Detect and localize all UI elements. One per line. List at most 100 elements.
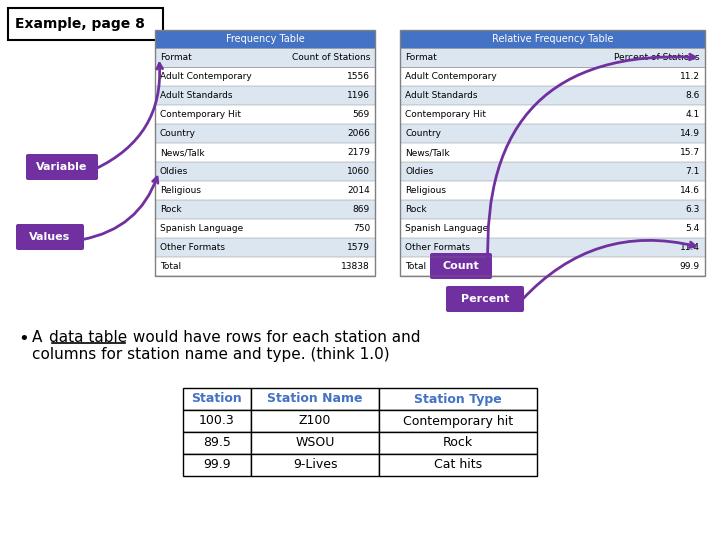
- Text: 89.5: 89.5: [203, 436, 231, 449]
- Text: Contemporary hit: Contemporary hit: [403, 415, 513, 428]
- Text: Adult Contemporary: Adult Contemporary: [405, 72, 497, 81]
- Text: Rock: Rock: [443, 436, 473, 449]
- Text: 2066: 2066: [347, 129, 370, 138]
- Text: Adult Standards: Adult Standards: [405, 91, 477, 100]
- Text: Z100: Z100: [299, 415, 331, 428]
- FancyBboxPatch shape: [400, 30, 705, 48]
- Bar: [183, 454, 251, 476]
- Text: Other Formats: Other Formats: [405, 243, 470, 252]
- FancyBboxPatch shape: [400, 48, 705, 67]
- Text: 15.7: 15.7: [680, 148, 700, 157]
- Text: 750: 750: [353, 224, 370, 233]
- FancyBboxPatch shape: [8, 8, 163, 40]
- Text: Station Type: Station Type: [414, 393, 502, 406]
- FancyBboxPatch shape: [400, 238, 705, 257]
- Bar: [379, 410, 537, 432]
- Bar: [379, 388, 537, 410]
- Text: data table: data table: [49, 330, 127, 345]
- Text: 9-Lives: 9-Lives: [293, 458, 337, 471]
- Bar: [379, 432, 537, 454]
- Text: Contemporary Hit: Contemporary Hit: [405, 110, 486, 119]
- FancyBboxPatch shape: [400, 181, 705, 200]
- Text: Country: Country: [160, 129, 196, 138]
- FancyBboxPatch shape: [400, 124, 705, 143]
- FancyBboxPatch shape: [400, 219, 705, 238]
- FancyBboxPatch shape: [400, 162, 705, 181]
- Text: 11.2: 11.2: [680, 72, 700, 81]
- Text: 1196: 1196: [347, 91, 370, 100]
- FancyBboxPatch shape: [155, 162, 375, 181]
- Text: Contemporary Hit: Contemporary Hit: [160, 110, 241, 119]
- Text: Total: Total: [160, 262, 181, 271]
- Text: Example, page 8: Example, page 8: [15, 17, 145, 31]
- Text: Total: Total: [405, 262, 426, 271]
- Text: Format: Format: [160, 53, 192, 62]
- Text: 2179: 2179: [347, 148, 370, 157]
- Text: Values: Values: [30, 232, 71, 242]
- FancyBboxPatch shape: [400, 86, 705, 105]
- Bar: [251, 388, 379, 410]
- Text: 4.1: 4.1: [685, 110, 700, 119]
- FancyBboxPatch shape: [155, 105, 375, 124]
- Text: Other Formats: Other Formats: [160, 243, 225, 252]
- Bar: [155, 30, 375, 276]
- FancyBboxPatch shape: [155, 181, 375, 200]
- Bar: [183, 388, 251, 410]
- Bar: [251, 432, 379, 454]
- FancyBboxPatch shape: [400, 257, 705, 276]
- Text: 6.3: 6.3: [685, 205, 700, 214]
- Text: Station: Station: [192, 393, 243, 406]
- FancyBboxPatch shape: [400, 200, 705, 219]
- Text: 100.3: 100.3: [199, 415, 235, 428]
- Bar: [183, 410, 251, 432]
- Text: Spanish Language: Spanish Language: [405, 224, 488, 233]
- Text: 869: 869: [353, 205, 370, 214]
- Text: Cat hits: Cat hits: [434, 458, 482, 471]
- Text: A: A: [32, 330, 48, 345]
- Text: 8.6: 8.6: [685, 91, 700, 100]
- FancyBboxPatch shape: [400, 143, 705, 162]
- Text: Adult Contemporary: Adult Contemporary: [160, 72, 252, 81]
- Text: 1060: 1060: [347, 167, 370, 176]
- Text: Country: Country: [405, 129, 441, 138]
- Text: Count of Stations: Count of Stations: [292, 53, 370, 62]
- Bar: [251, 454, 379, 476]
- FancyBboxPatch shape: [155, 48, 375, 67]
- Text: 99.9: 99.9: [680, 262, 700, 271]
- Text: 14.6: 14.6: [680, 186, 700, 195]
- FancyBboxPatch shape: [430, 253, 492, 279]
- Text: 7.1: 7.1: [685, 167, 700, 176]
- FancyBboxPatch shape: [155, 86, 375, 105]
- Text: Percent of Stations: Percent of Stations: [614, 53, 700, 62]
- Text: 2014: 2014: [347, 186, 370, 195]
- Text: 11.4: 11.4: [680, 243, 700, 252]
- Text: 569: 569: [353, 110, 370, 119]
- FancyBboxPatch shape: [400, 105, 705, 124]
- Text: Religious: Religious: [160, 186, 201, 195]
- Text: columns for station name and type. (think 1.0): columns for station name and type. (thin…: [32, 347, 390, 362]
- FancyBboxPatch shape: [155, 200, 375, 219]
- FancyBboxPatch shape: [155, 238, 375, 257]
- Text: 1579: 1579: [347, 243, 370, 252]
- Text: Relative Frequency Table: Relative Frequency Table: [492, 34, 613, 44]
- Bar: [400, 30, 705, 276]
- Bar: [183, 432, 251, 454]
- Text: Spanish Language: Spanish Language: [160, 224, 243, 233]
- Bar: [251, 410, 379, 432]
- Text: would have rows for each station and: would have rows for each station and: [128, 330, 420, 345]
- Text: •: •: [18, 330, 29, 348]
- FancyBboxPatch shape: [155, 67, 375, 86]
- Text: 1556: 1556: [347, 72, 370, 81]
- FancyBboxPatch shape: [155, 143, 375, 162]
- Bar: [379, 454, 537, 476]
- Text: Frequency Table: Frequency Table: [225, 34, 305, 44]
- Text: News/Talk: News/Talk: [405, 148, 449, 157]
- FancyBboxPatch shape: [155, 257, 375, 276]
- Text: Variable: Variable: [36, 162, 88, 172]
- FancyBboxPatch shape: [155, 219, 375, 238]
- Text: Oldies: Oldies: [405, 167, 433, 176]
- Text: Rock: Rock: [405, 205, 427, 214]
- Text: 14.9: 14.9: [680, 129, 700, 138]
- Text: Rock: Rock: [160, 205, 181, 214]
- FancyBboxPatch shape: [446, 286, 524, 312]
